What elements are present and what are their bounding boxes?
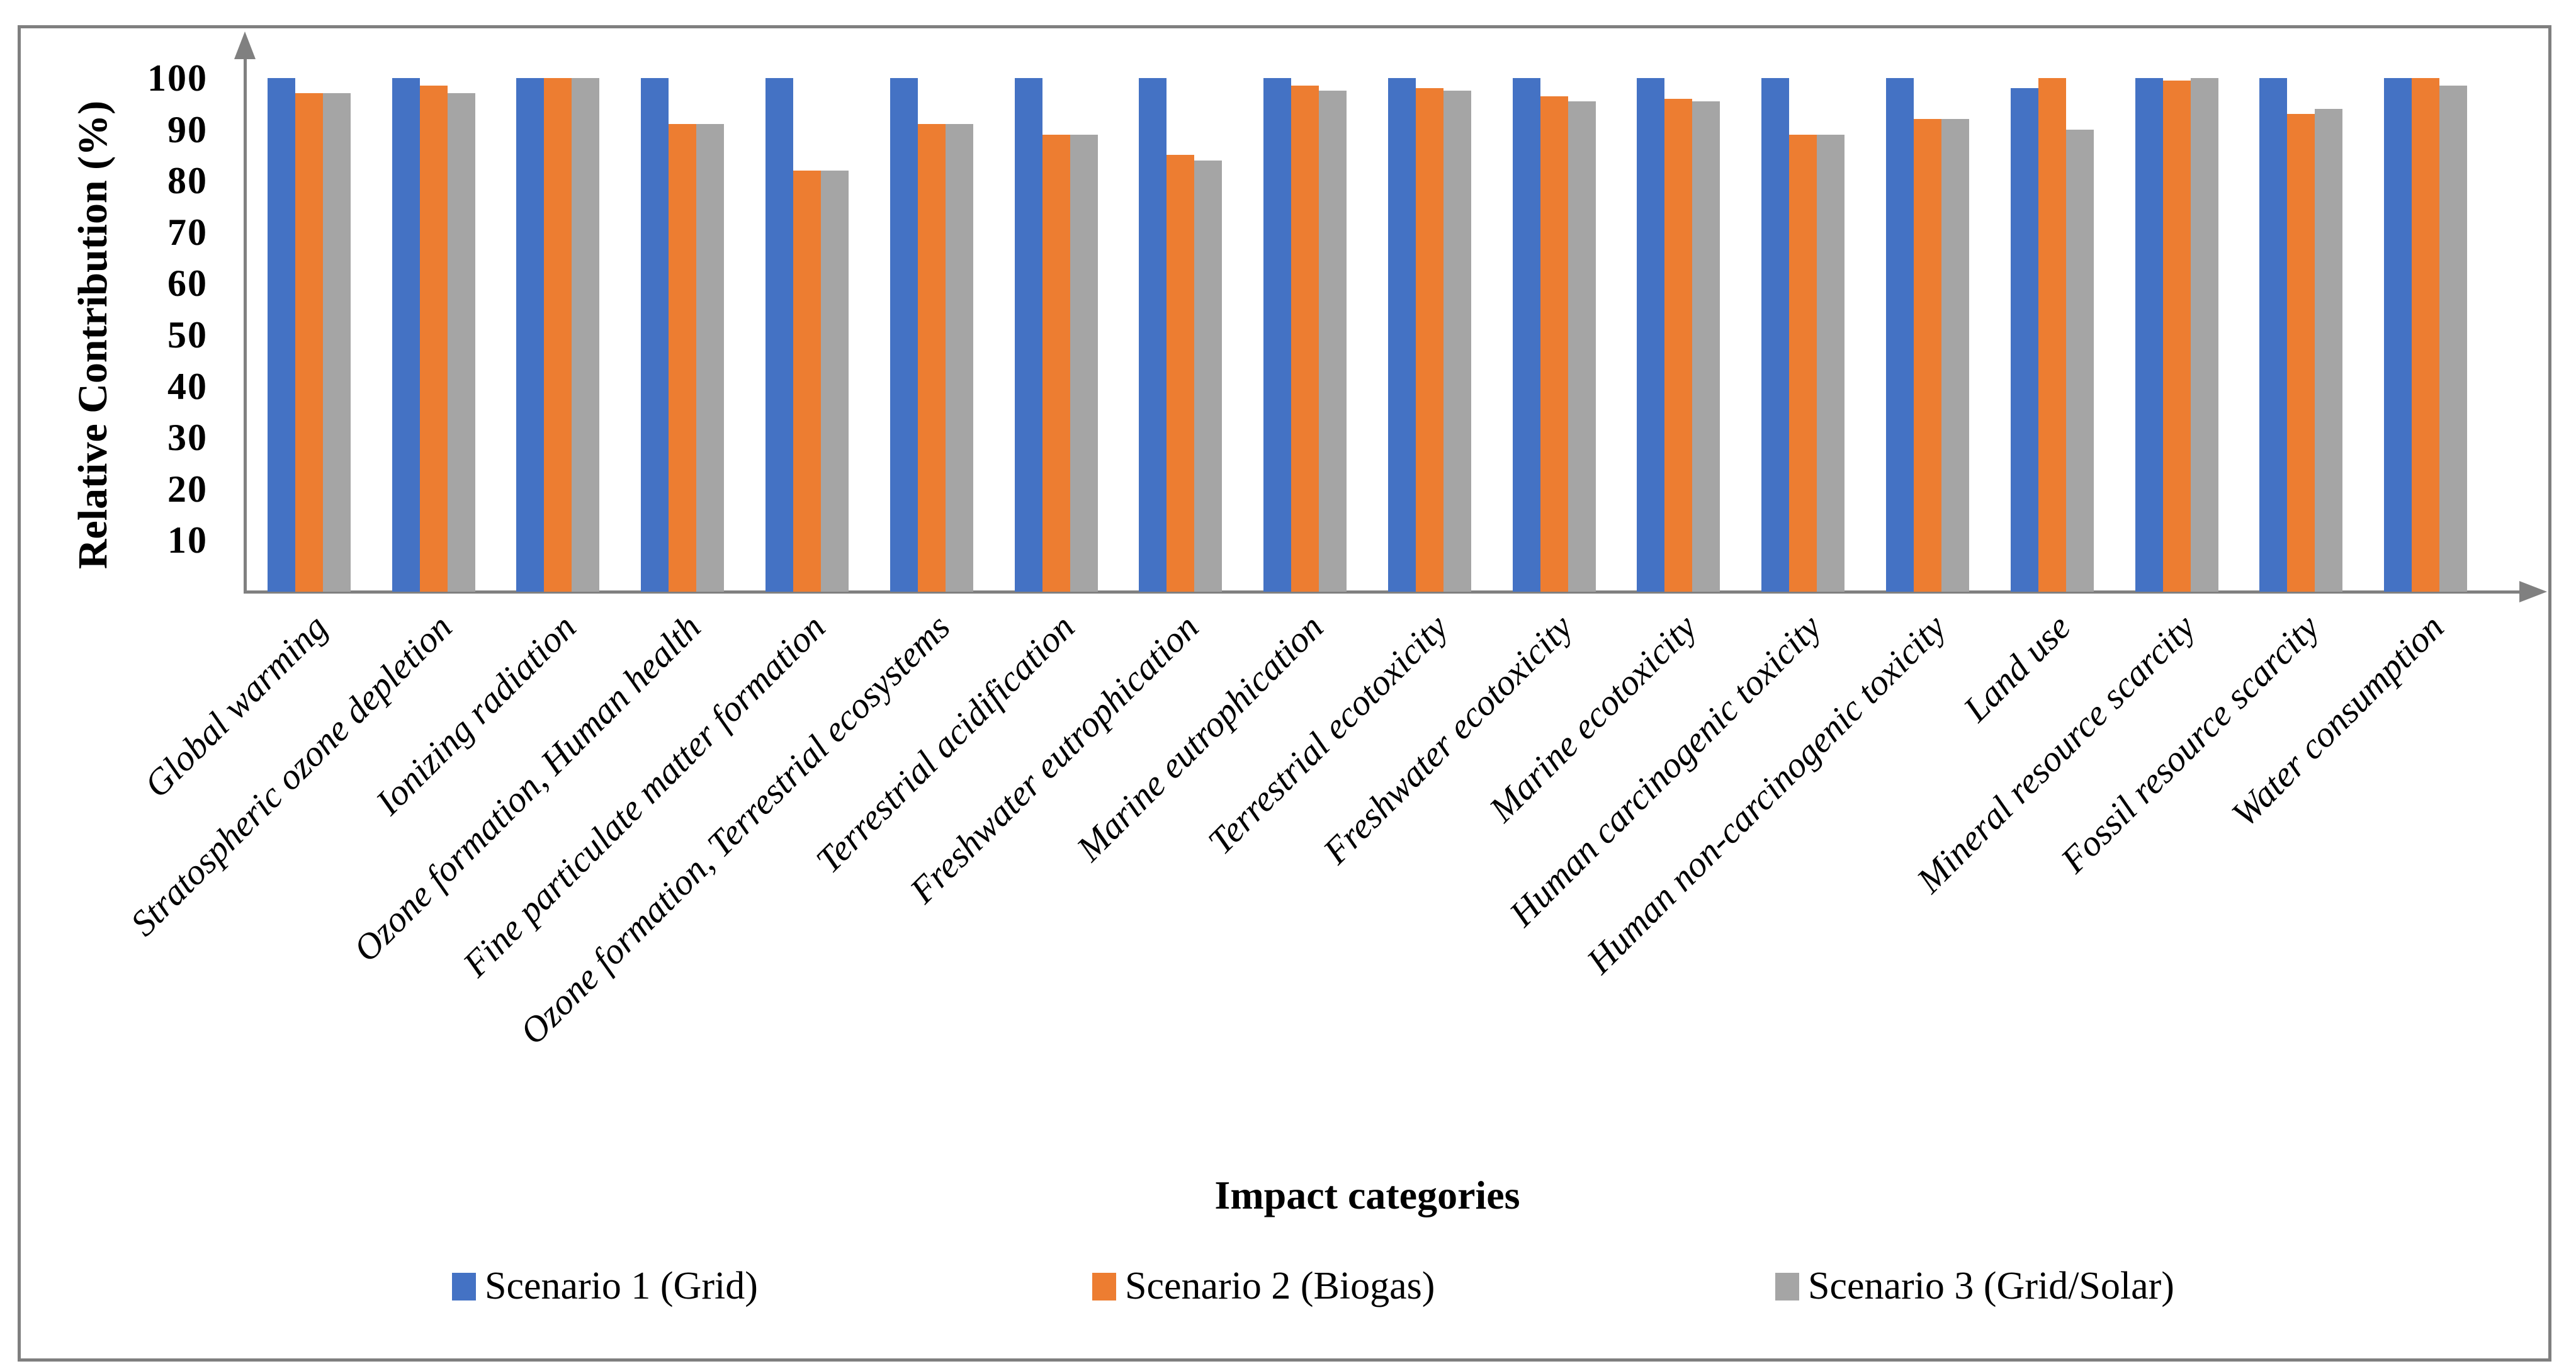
bar-series1-cat5 <box>765 78 794 592</box>
y-tick-label-70: 70 <box>167 211 208 253</box>
bar-group-17 <box>2239 78 2364 592</box>
bar-group-1 <box>247 78 371 592</box>
bar-group-11 <box>1492 78 1617 592</box>
bar-series2-cat17 <box>2287 114 2315 592</box>
bar-series3-cat8 <box>1194 160 1223 592</box>
bar-group-10 <box>1367 78 1492 592</box>
bar-series1-cat12 <box>1637 78 1665 592</box>
bar-group-12 <box>1617 78 1741 592</box>
legend-swatch-icon <box>452 1272 476 1300</box>
bar-series1-cat7 <box>1014 78 1042 592</box>
x-axis-arrow-icon <box>2519 581 2547 602</box>
y-axis-line <box>244 55 247 593</box>
bar-group-14 <box>1865 78 1990 592</box>
legend-item-scenario-3: Scenario 3 (Grid/Solar) <box>1775 1264 2174 1309</box>
bar-group-13 <box>1741 78 1865 592</box>
bar-group-7 <box>994 78 1119 592</box>
bar-series2-cat14 <box>1914 119 1942 592</box>
bar-group-3 <box>496 78 621 592</box>
bar-series1-cat15 <box>2010 88 2038 592</box>
bar-series2-cat16 <box>2162 81 2191 592</box>
y-axis-title: Relative Contribution (%) <box>70 100 116 570</box>
bar-series2-cat18 <box>2412 78 2440 592</box>
bar-group-4 <box>620 78 745 592</box>
bar-series1-cat17 <box>2259 78 2288 592</box>
bar-series3-cat15 <box>2065 129 2094 592</box>
bar-series1-cat6 <box>890 78 918 592</box>
bar-series3-cat18 <box>2439 86 2468 592</box>
bar-series3-cat3 <box>572 78 600 592</box>
bar-group-6 <box>869 78 994 592</box>
bar-group-15 <box>1990 78 2115 592</box>
plot-area <box>247 78 2488 592</box>
bar-series3-cat6 <box>945 124 973 592</box>
legend-item-scenario-1: Scenario 1 (Grid) <box>452 1264 758 1309</box>
bar-series3-cat4 <box>696 124 725 592</box>
bar-series1-cat18 <box>2384 78 2412 592</box>
bar-series2-cat7 <box>1042 134 1070 592</box>
bar-series3-cat1 <box>322 93 351 592</box>
y-axis-arrow-icon <box>234 31 256 59</box>
bar-series2-cat15 <box>2038 78 2066 592</box>
bar-series3-cat12 <box>1692 101 1720 592</box>
bar-series2-cat6 <box>917 124 946 592</box>
bar-series3-cat2 <box>447 93 475 592</box>
y-tick-label-60: 60 <box>167 262 208 305</box>
bar-series2-cat10 <box>1415 88 1443 592</box>
legend-item-scenario-2: Scenario 2 (Biogas) <box>1092 1264 1435 1309</box>
bar-series1-cat9 <box>1263 78 1292 592</box>
bar-series3-cat17 <box>2315 108 2343 592</box>
bar-series2-cat3 <box>544 78 572 592</box>
y-tick-label-10: 10 <box>167 519 208 561</box>
bar-series3-cat5 <box>821 170 849 592</box>
bar-series3-cat16 <box>2190 78 2218 592</box>
y-tick-label-100: 100 <box>147 57 208 99</box>
bar-group-8 <box>1118 78 1243 592</box>
y-tick-label-50: 50 <box>167 314 208 356</box>
x-axis-line <box>244 590 2521 594</box>
bar-series1-cat2 <box>392 78 420 592</box>
bar-series1-cat4 <box>641 78 669 592</box>
bar-group-18 <box>2363 78 2488 592</box>
bar-series3-cat13 <box>1817 134 1845 592</box>
bar-series1-cat8 <box>1139 78 1167 592</box>
bar-group-9 <box>1243 78 1367 592</box>
bar-series1-cat10 <box>1387 78 1416 592</box>
bar-series1-cat16 <box>2135 78 2163 592</box>
bar-series1-cat1 <box>267 78 295 592</box>
y-tick-label-30: 30 <box>167 417 208 459</box>
bar-group-16 <box>2115 78 2239 592</box>
bar-series3-cat7 <box>1070 134 1098 592</box>
bar-series2-cat4 <box>669 124 697 592</box>
bar-series3-cat10 <box>1443 91 1471 592</box>
bar-series2-cat1 <box>295 93 323 592</box>
bar-series2-cat9 <box>1291 86 1319 592</box>
legend-swatch-icon <box>1775 1272 1799 1300</box>
bar-group-5 <box>745 78 869 592</box>
bar-series2-cat2 <box>419 86 448 592</box>
x-axis-title: Impact categories <box>1214 1173 1520 1217</box>
y-tick-label-20: 20 <box>167 468 208 510</box>
bar-series2-cat12 <box>1664 98 1693 592</box>
bar-series1-cat14 <box>1886 78 1914 592</box>
bar-series2-cat8 <box>1167 155 1195 592</box>
y-tick-label-90: 90 <box>167 108 208 150</box>
y-tick-label-80: 80 <box>167 160 208 202</box>
bar-series2-cat5 <box>793 170 822 592</box>
bar-series2-cat13 <box>1789 134 1817 592</box>
bar-group-2 <box>371 78 496 592</box>
bar-series3-cat11 <box>1568 101 1596 592</box>
legend-label: Scenario 1 (Grid) <box>485 1265 758 1307</box>
bar-series1-cat11 <box>1512 78 1540 592</box>
legend-label: Scenario 2 (Biogas) <box>1125 1265 1435 1307</box>
legend-label: Scenario 3 (Grid/Solar) <box>1808 1265 2174 1307</box>
bar-series3-cat9 <box>1319 91 1347 592</box>
bar-series1-cat13 <box>1761 78 1790 592</box>
bar-series2-cat11 <box>1540 96 1568 592</box>
legend-swatch-icon <box>1092 1272 1116 1300</box>
bar-series1-cat3 <box>516 78 545 592</box>
y-tick-label-40: 40 <box>167 365 208 407</box>
bar-series3-cat14 <box>1941 119 1970 592</box>
